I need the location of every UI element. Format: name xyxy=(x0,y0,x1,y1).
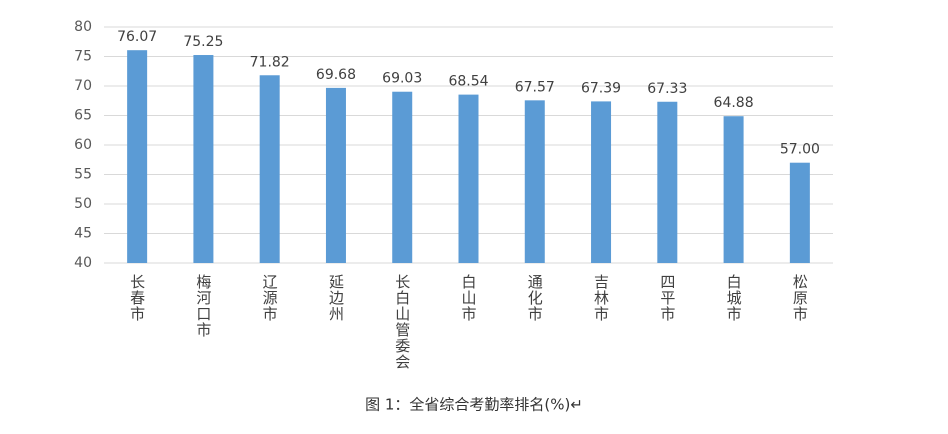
bar xyxy=(127,50,148,264)
bar xyxy=(723,116,744,263)
x-tick-label: 辽源市 xyxy=(261,274,279,322)
bar xyxy=(259,75,280,264)
x-tick-label: 白城市 xyxy=(725,274,743,322)
x-tick-label: 长春市 xyxy=(128,274,146,322)
bar xyxy=(524,100,545,263)
x-tick-label: 延边州 xyxy=(327,274,345,322)
bar xyxy=(591,101,612,263)
x-tick-label: 四平市 xyxy=(658,274,676,322)
data-label: 76.07 xyxy=(117,29,157,45)
x-tick-label: 白山市 xyxy=(460,274,478,322)
y-tick-label: 65 xyxy=(74,108,92,124)
chart-caption: 图 1：全省综合考勤率排名(%)↵ xyxy=(365,396,583,414)
bar xyxy=(789,162,810,263)
y-tick-label: 50 xyxy=(74,196,92,212)
data-label: 71.82 xyxy=(250,54,290,70)
bar xyxy=(458,94,479,263)
data-label: 68.54 xyxy=(448,74,488,90)
y-tick-label: 40 xyxy=(74,255,92,271)
y-tick-label: 75 xyxy=(74,49,92,65)
x-tick-label: 梅河口市 xyxy=(194,274,212,338)
x-tick-label: 通化市 xyxy=(526,274,544,322)
x-tick-label: 吉林市 xyxy=(592,274,610,322)
y-tick-label: 70 xyxy=(74,78,92,94)
data-label: 67.33 xyxy=(647,81,687,97)
data-label: 64.88 xyxy=(714,95,754,111)
bar xyxy=(325,87,346,263)
bar xyxy=(657,101,678,264)
x-tick-label: 长白山管委会 xyxy=(393,274,411,370)
data-label: 67.57 xyxy=(515,79,555,95)
data-label: 69.68 xyxy=(316,67,356,83)
y-tick-label: 80 xyxy=(74,19,92,35)
data-label: 75.25 xyxy=(183,34,223,50)
data-label: 67.39 xyxy=(581,80,621,96)
data-label: 57.00 xyxy=(780,142,820,158)
bar xyxy=(392,91,413,264)
y-tick-label: 45 xyxy=(74,226,92,242)
y-tick-label: 55 xyxy=(74,167,92,183)
data-label: 69.03 xyxy=(382,71,422,87)
y-tick-label: 60 xyxy=(74,137,92,153)
bar xyxy=(193,55,214,264)
x-tick-label: 松原市 xyxy=(791,274,809,322)
